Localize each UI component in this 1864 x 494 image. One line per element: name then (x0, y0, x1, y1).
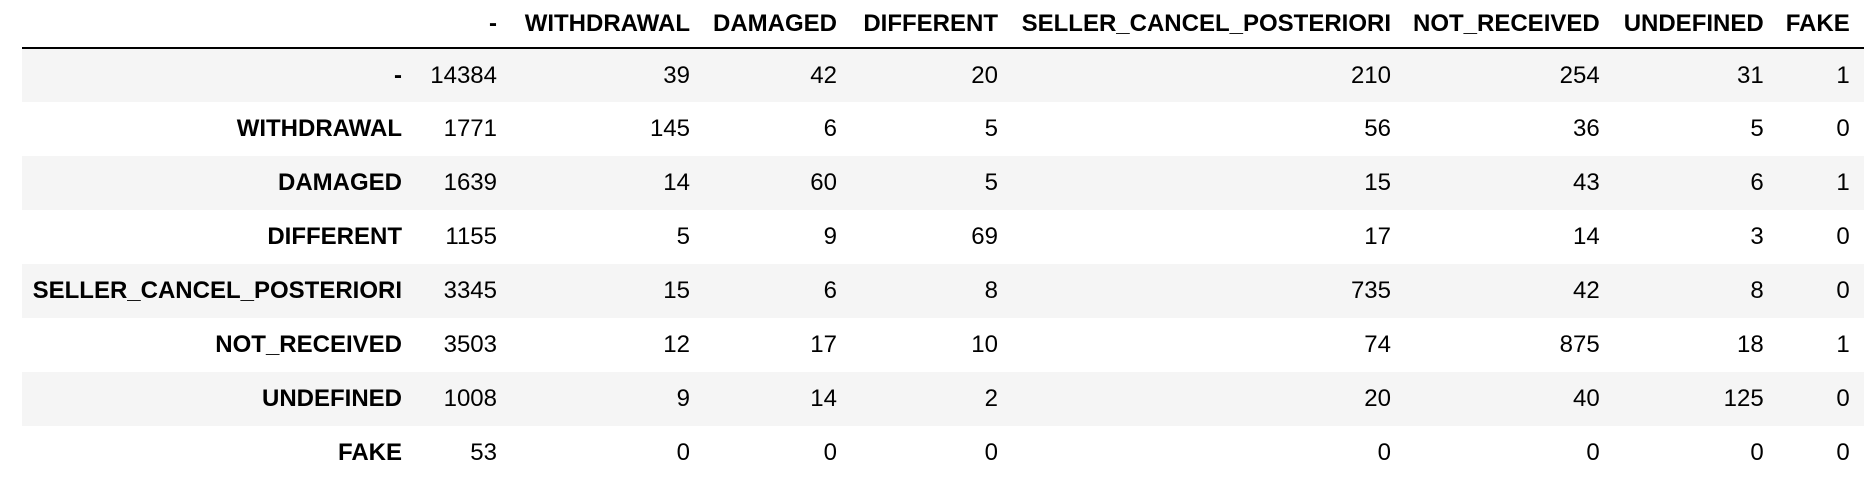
table-cell: 0 (1836, 223, 1850, 250)
row-header: DAMAGED (278, 169, 402, 196)
column-header: DAMAGED (704, 0, 851, 49)
table-cell: 0 (1750, 439, 1764, 466)
table-cell: 0 (1377, 439, 1391, 466)
table-cell: 3 (1750, 223, 1764, 250)
table-cell: 43 (1573, 169, 1600, 196)
table-cell: 1639 (443, 169, 497, 196)
column-header: NOT_RECEIVED (1405, 0, 1614, 49)
table-cell: 5 (1750, 115, 1764, 142)
table-cell: 0 (1836, 115, 1850, 142)
table-row: DIFFERENT 1155 5 9 69 17 14 3 0 (22, 210, 1864, 264)
row-header: FAKE (337, 439, 402, 466)
table-cell: 36 (1573, 115, 1600, 142)
table-cell: 9 (823, 223, 837, 250)
table-cell: 0 (676, 439, 690, 466)
table-cell: 0 (984, 439, 998, 466)
table-cell: 40 (1573, 385, 1600, 412)
table-cell: 5 (984, 169, 998, 196)
corner-header (22, 0, 416, 49)
row-header: WITHDRAWAL (236, 115, 402, 142)
table-cell: 6 (1750, 169, 1764, 196)
table-cell: 875 (1559, 331, 1600, 358)
table-cell: 14 (1573, 223, 1600, 250)
table-cell: 6 (823, 277, 837, 304)
table-cell: 9 (676, 385, 690, 412)
column-header: WITHDRAWAL (511, 0, 704, 49)
table-cell: 5 (676, 223, 690, 250)
column-header: DIFFERENT (851, 0, 1012, 49)
table-cell: 0 (1836, 385, 1850, 412)
table-cell: 17 (810, 331, 837, 358)
table-cell: 53 (470, 439, 497, 466)
table-cell: 1 (1836, 61, 1850, 89)
table-cell: 1 (1836, 169, 1850, 196)
table-row: DAMAGED 1639 14 60 5 15 43 6 1 (22, 156, 1864, 210)
table-row: WITHDRAWAL 1771 145 6 5 56 36 5 0 (22, 102, 1864, 156)
table-cell: 14 (663, 169, 690, 196)
column-header: - (416, 0, 511, 49)
table-cell: 0 (823, 439, 837, 466)
table-cell: 125 (1723, 385, 1764, 412)
table-cell: 42 (810, 61, 837, 89)
table-cell: 3503 (443, 331, 497, 358)
table-cell: 60 (810, 169, 837, 196)
table-cell: 56 (1364, 115, 1391, 142)
table-cell: 17 (1364, 223, 1391, 250)
row-header: SELLER_CANCEL_POSTERIORI (32, 277, 402, 304)
table-cell: 2 (984, 385, 998, 412)
column-header: SELLER_CANCEL_POSTERIORI (1012, 0, 1405, 49)
table-cell: 18 (1737, 331, 1764, 358)
table-cell: 3345 (443, 277, 497, 304)
table-cell: 1 (1836, 331, 1850, 358)
table-cell: 145 (649, 115, 690, 142)
table-cell: 6 (823, 115, 837, 142)
table-cell: 39 (663, 61, 690, 89)
table-cell: 69 (971, 223, 998, 250)
table-cell: 0 (1836, 277, 1850, 304)
table-cell: 0 (1836, 439, 1850, 466)
table-cell: 15 (1364, 169, 1391, 196)
table-row: UNDEFINED 1008 9 14 2 20 40 125 0 (22, 372, 1864, 426)
row-header: - (394, 61, 402, 89)
crosstab-table: - WITHDRAWAL DAMAGED DIFFERENT SELLER_CA… (22, 0, 1864, 480)
table-cell: 1008 (443, 385, 497, 412)
table-row: - 14384 39 42 20 210 254 31 1 (22, 48, 1864, 102)
table-cell: 12 (663, 331, 690, 358)
table-cell: 0 (1586, 439, 1600, 466)
column-header: UNDEFINED (1613, 0, 1778, 49)
row-header: NOT_RECEIVED (215, 331, 402, 358)
table-cell: 14384 (430, 61, 497, 89)
table-cell: 31 (1737, 61, 1764, 89)
table-cell: 74 (1364, 331, 1391, 358)
table-cell: 254 (1559, 61, 1600, 89)
table-row: NOT_RECEIVED 3503 12 17 10 74 875 18 1 (22, 318, 1864, 372)
table-cell: 14 (810, 385, 837, 412)
table-row: FAKE 53 0 0 0 0 0 0 0 (22, 426, 1864, 480)
table-cell: 5 (984, 115, 998, 142)
table-cell: 1155 (445, 223, 497, 250)
table-cell: 210 (1350, 61, 1391, 89)
column-header: FAKE (1777, 0, 1864, 49)
row-header: UNDEFINED (261, 385, 402, 412)
table-cell: 8 (984, 277, 998, 304)
table-row: SELLER_CANCEL_POSTERIORI 3345 15 6 8 735… (22, 264, 1864, 318)
table-cell: 8 (1750, 277, 1764, 304)
table-cell: 735 (1350, 277, 1391, 304)
table-cell: 1771 (443, 115, 497, 142)
table-cell: 15 (663, 277, 690, 304)
table-cell: 20 (971, 61, 998, 89)
row-header: DIFFERENT (267, 223, 402, 250)
table-cell: 20 (1364, 385, 1391, 412)
table-cell: 42 (1573, 277, 1600, 304)
header-row: - WITHDRAWAL DAMAGED DIFFERENT SELLER_CA… (22, 0, 1864, 49)
table-cell: 10 (971, 331, 998, 358)
